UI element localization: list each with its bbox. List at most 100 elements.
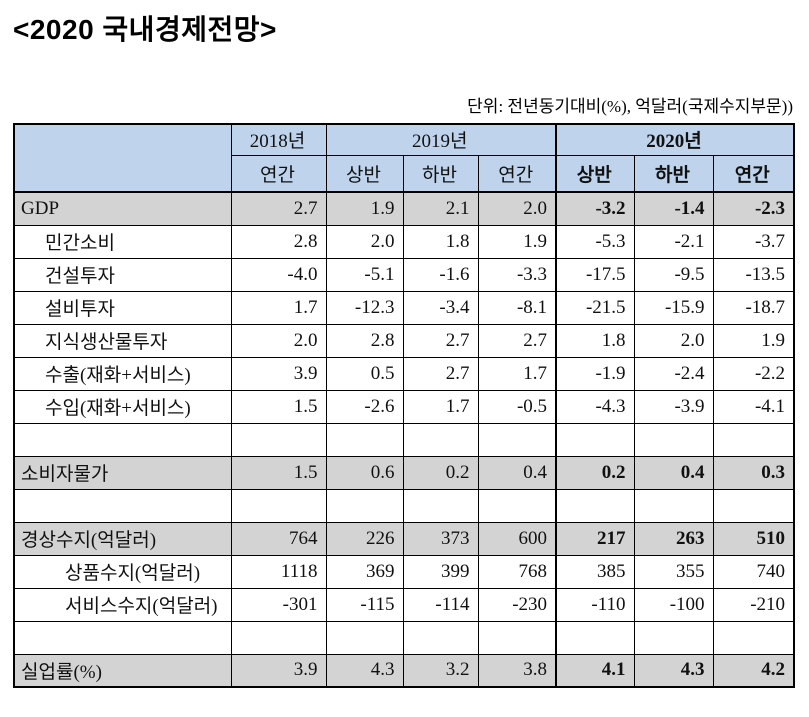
row-label: 설비투자 (13, 290, 232, 325)
header-2018-annual: 연간 (230, 154, 327, 193)
table-cell: -3.2 (555, 191, 635, 226)
table-cell: -4.3 (555, 389, 635, 424)
table-cell (712, 422, 795, 457)
table-cell: -115 (325, 587, 404, 622)
table-cell (712, 488, 795, 523)
table-cell: -3.4 (402, 290, 479, 325)
table-cell: 740 (712, 554, 795, 589)
table-cell (402, 620, 479, 655)
header-2020-annual: 연간 (712, 154, 795, 193)
table-cell (230, 620, 327, 655)
table-cell: -15.9 (633, 290, 714, 325)
table-cell: 0.3 (712, 455, 795, 490)
header-2018: 2018년 (230, 123, 327, 156)
table-cell: 4.2 (712, 653, 795, 688)
table-cell: 2.7 (230, 191, 327, 226)
table-cell: -100 (633, 587, 714, 622)
header-2019-annual: 연간 (477, 154, 557, 193)
table-cell: -2.2 (712, 356, 795, 391)
table-cell: 2.7 (477, 323, 557, 358)
table-cell: 2.8 (230, 224, 327, 259)
spacer-row (13, 422, 795, 457)
header-year-row: 2018년 2019년 2020년 (13, 123, 795, 193)
table-cell: -0.5 (477, 389, 557, 424)
table-cell: 1.9 (325, 191, 404, 226)
table-cell: -3.3 (477, 257, 557, 292)
table-cell: -5.1 (325, 257, 404, 292)
table-row: 설비투자 1.7 -12.3 -3.4 -8.1 -21.5 -15.9 -18.7 (13, 290, 795, 325)
table-cell: -4.1 (712, 389, 795, 424)
row-label: 소비자물가 (13, 455, 232, 490)
forecast-table: 2018년 2019년 2020년 연간 상반 하반 연간 상반 하반 연간 G… (13, 123, 796, 688)
table-cell: 0.4 (633, 455, 714, 490)
table-cell (230, 488, 327, 523)
page-title: <2020 국내경제전망> (13, 14, 277, 45)
table-row: 지식생산물투자 2.0 2.8 2.7 2.7 1.8 2.0 1.9 (13, 323, 795, 358)
unit-note: 단위: 전년동기대비(%), 억달러(국제수지부문)) (467, 97, 793, 116)
table-cell (477, 488, 557, 523)
table-row: 실업률(%) 3.9 4.3 3.2 3.8 4.1 4.3 4.2 (13, 653, 795, 688)
table-cell: -301 (230, 587, 327, 622)
table-row: 소비자물가 1.5 0.6 0.2 0.4 0.2 0.4 0.3 (13, 455, 795, 490)
table-cell: -21.5 (555, 290, 635, 325)
table-cell (402, 488, 479, 523)
table-row: 상품수지(억달러) 1118 369 399 768 385 355 740 (13, 554, 795, 589)
table-cell: 1.8 (555, 323, 635, 358)
table-cell: -17.5 (555, 257, 635, 292)
table-cell: -9.5 (633, 257, 714, 292)
table-cell (325, 422, 404, 457)
table-cell: 4.1 (555, 653, 635, 688)
table-cell: 2.0 (477, 191, 557, 226)
table-row: 경상수지(억달러) 764 226 373 600 217 263 510 (13, 521, 795, 556)
spacer-row (13, 620, 795, 655)
table-cell: 373 (402, 521, 479, 556)
table-cell: 2.7 (402, 356, 479, 391)
table-cell (230, 422, 327, 457)
table-cell: -3.9 (633, 389, 714, 424)
table-cell (555, 620, 635, 655)
row-label: 수출(재화+서비스) (13, 356, 232, 391)
table-cell: 1118 (230, 554, 327, 589)
table-cell: 263 (633, 521, 714, 556)
table-cell: 2.7 (402, 323, 479, 358)
table-row: 건설투자 -4.0 -5.1 -1.6 -3.3 -17.5 -9.5 -13.5 (13, 257, 795, 292)
table-cell (402, 422, 479, 457)
row-label: 실업률(%) (13, 653, 232, 688)
table-cell: 764 (230, 521, 327, 556)
header-2020: 2020년 (555, 123, 795, 156)
table-row: 수출(재화+서비스) 3.9 0.5 2.7 1.7 -1.9 -2.4 -2.2 (13, 356, 795, 391)
table-cell: 0.6 (325, 455, 404, 490)
table-cell: 2.8 (325, 323, 404, 358)
table-cell: 3.2 (402, 653, 479, 688)
table-cell: -1.6 (402, 257, 479, 292)
table-cell: -1.4 (633, 191, 714, 226)
table-cell: 0.4 (477, 455, 557, 490)
table-cell: -230 (477, 587, 557, 622)
table-cell: 3.8 (477, 653, 557, 688)
table-cell: 385 (555, 554, 635, 589)
table-cell: 2.0 (633, 323, 714, 358)
table-cell: 226 (325, 521, 404, 556)
table-cell: 3.9 (230, 356, 327, 391)
table-cell: -210 (712, 587, 795, 622)
header-2020-h2: 하반 (633, 154, 714, 193)
header-corner-cell (13, 123, 232, 193)
table-cell: 4.3 (633, 653, 714, 688)
table-cell: -5.3 (555, 224, 635, 259)
table-cell (325, 620, 404, 655)
table-cell (555, 422, 635, 457)
table-cell: 1.5 (230, 389, 327, 424)
row-label (13, 620, 232, 655)
table-cell: -2.1 (633, 224, 714, 259)
table-cell: 1.5 (230, 455, 327, 490)
table-cell (712, 620, 795, 655)
table-cell: -12.3 (325, 290, 404, 325)
table-cell: 0.2 (402, 455, 479, 490)
spacer-row (13, 488, 795, 523)
table-cell (633, 422, 714, 457)
row-label: 지식생산물투자 (13, 323, 232, 358)
row-label: 수입(재화+서비스) (13, 389, 232, 424)
table-cell: -8.1 (477, 290, 557, 325)
table-cell: 2.0 (325, 224, 404, 259)
table-cell: 0.2 (555, 455, 635, 490)
